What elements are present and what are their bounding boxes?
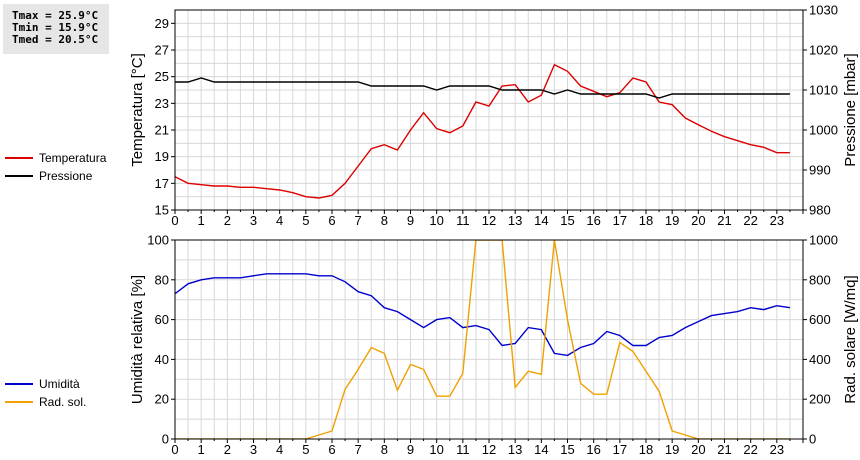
x-tick-label: 15 bbox=[560, 213, 574, 228]
x-tick-label: 18 bbox=[639, 213, 653, 228]
x-tick-label: 3 bbox=[250, 213, 257, 228]
x-tick-label: 19 bbox=[665, 213, 679, 228]
x-tick-label: 10 bbox=[429, 213, 443, 228]
x-tick-label: 22 bbox=[743, 442, 757, 457]
y-tick-label-right: 990 bbox=[809, 163, 831, 178]
y-tick-label-left: 23 bbox=[155, 96, 169, 111]
x-tick-label: 2 bbox=[224, 442, 231, 457]
x-tick-label: 21 bbox=[717, 213, 731, 228]
plot-frame bbox=[174, 9, 804, 211]
y-axis-label-right: Rad. solare [W/mq] bbox=[842, 275, 859, 403]
x-tick-label: 18 bbox=[639, 442, 653, 457]
humidity-radiation-chart: 0 1 2 3 4 5 6 7 8 9 10 11 12 13 14 15 16 17 18 19 20 21 22 2302… bbox=[129, 233, 859, 458]
temperature-pressure-chart: 0 1 2 3 4 5 6 7 8 9 10 11 12 13 14 15 16 17 18 19 20 21 22 2315… bbox=[129, 3, 859, 229]
x-tick-label: 23 bbox=[770, 213, 784, 228]
x-tick-label: 8 bbox=[381, 213, 388, 228]
series-pressione-line bbox=[175, 77, 790, 99]
legend-label: Pressione bbox=[39, 169, 93, 183]
y-tick-label-left: 29 bbox=[155, 16, 169, 31]
y-tick-label-right: 1020 bbox=[809, 43, 838, 58]
x-tick-label: 2 bbox=[224, 213, 231, 228]
series-rad-sol-line bbox=[175, 240, 790, 439]
y-tick-label-left: 20 bbox=[155, 392, 169, 407]
x-tick-label: 1 bbox=[198, 213, 205, 228]
x-tick-label: 4 bbox=[276, 442, 283, 457]
x-tick-label: 16 bbox=[586, 213, 600, 228]
y-tick-label-right: 1000 bbox=[809, 123, 838, 138]
tmin-label: Tmin = 15.9°C bbox=[12, 21, 99, 34]
x-tick-label: 0 bbox=[171, 442, 178, 457]
tmax-label: Tmax = 25.9°C bbox=[12, 9, 99, 22]
x-tick-label: 13 bbox=[508, 442, 522, 457]
y-tick-label-right: 980 bbox=[809, 203, 831, 218]
y-axis-label-left: Umidità relativa [%] bbox=[129, 275, 146, 404]
x-tick-label: 21 bbox=[717, 442, 731, 457]
y-tick-label-right: 800 bbox=[809, 272, 831, 287]
x-tick-label: 4 bbox=[276, 213, 283, 228]
x-tick-label: 12 bbox=[482, 213, 496, 228]
legend-label: Umidità bbox=[39, 377, 80, 391]
y-tick-label-left: 17 bbox=[155, 176, 169, 191]
plot-frame bbox=[174, 239, 804, 440]
y-tick-label-right: 0 bbox=[809, 432, 816, 447]
x-tick-label: 9 bbox=[407, 442, 414, 457]
x-tick-label: 15 bbox=[560, 442, 574, 457]
y-tick-label-left: 80 bbox=[155, 272, 169, 287]
x-tick-label: 23 bbox=[770, 442, 784, 457]
tmed-label: Tmed = 20.5°C bbox=[12, 33, 99, 46]
x-tick-label: 13 bbox=[508, 213, 522, 228]
legend-temperature-pressure: Temperatura Pressione bbox=[5, 151, 107, 183]
y-tick-label-left: 15 bbox=[155, 203, 169, 218]
x-tick-label: 16 bbox=[586, 442, 600, 457]
x-tick-label: 3 bbox=[250, 442, 257, 457]
y-tick-label-left: 40 bbox=[155, 352, 169, 367]
y-tick-label-left: 100 bbox=[147, 233, 169, 248]
x-tick-label: 5 bbox=[302, 442, 309, 457]
x-tick-label: 6 bbox=[328, 213, 335, 228]
x-tick-label: 20 bbox=[691, 213, 705, 228]
y-tick-label-right: 400 bbox=[809, 352, 831, 367]
x-tick-label: 10 bbox=[429, 442, 443, 457]
y-tick-label-right: 1010 bbox=[809, 83, 838, 98]
y-axis-label-left: Temperatura [°C] bbox=[129, 53, 146, 167]
x-tick-label: 0 bbox=[171, 213, 178, 228]
y-tick-label-left: 27 bbox=[155, 43, 169, 58]
y-tick-label-left: 60 bbox=[155, 312, 169, 327]
x-tick-label: 14 bbox=[534, 442, 548, 457]
y-tick-label-left: 21 bbox=[155, 123, 169, 138]
x-tick-label: 7 bbox=[355, 213, 362, 228]
legend-label: Temperatura bbox=[39, 151, 107, 165]
x-tick-label: 12 bbox=[482, 442, 496, 457]
y-tick-label-right: 200 bbox=[809, 392, 831, 407]
x-tick-label: 5 bbox=[302, 213, 309, 228]
y-tick-label-right: 1030 bbox=[809, 3, 838, 18]
x-tick-label: 11 bbox=[456, 213, 470, 228]
x-tick-label: 19 bbox=[665, 442, 679, 457]
y-tick-label-right: 1000 bbox=[809, 233, 838, 248]
series-temperatura-line bbox=[175, 63, 790, 199]
x-tick-label: 1 bbox=[198, 442, 205, 457]
x-tick-label: 7 bbox=[355, 442, 362, 457]
x-tick-label: 14 bbox=[534, 213, 548, 228]
y-tick-label-right: 600 bbox=[809, 312, 831, 327]
x-tick-label: 22 bbox=[743, 213, 757, 228]
x-tick-label: 6 bbox=[328, 442, 335, 457]
x-tick-label: 9 bbox=[407, 213, 414, 228]
series-umidit-line bbox=[175, 273, 791, 357]
x-tick-label: 20 bbox=[691, 442, 705, 457]
stats-box: Tmax = 25.9°C Tmin = 15.9°C Tmed = 20.5°… bbox=[3, 4, 109, 54]
y-tick-label-left: 0 bbox=[162, 432, 169, 447]
x-tick-label: 8 bbox=[381, 442, 388, 457]
y-tick-label-left: 25 bbox=[155, 69, 169, 84]
legend-humidity-radiation: Umidità Rad. sol. bbox=[5, 377, 86, 409]
x-tick-label: 11 bbox=[456, 442, 470, 457]
y-axis-label-right: Pressione [mbar] bbox=[842, 53, 859, 166]
legend-label: Rad. sol. bbox=[39, 395, 86, 409]
x-tick-label: 17 bbox=[613, 442, 627, 457]
y-tick-label-left: 19 bbox=[155, 149, 169, 164]
x-tick-label: 17 bbox=[613, 213, 627, 228]
